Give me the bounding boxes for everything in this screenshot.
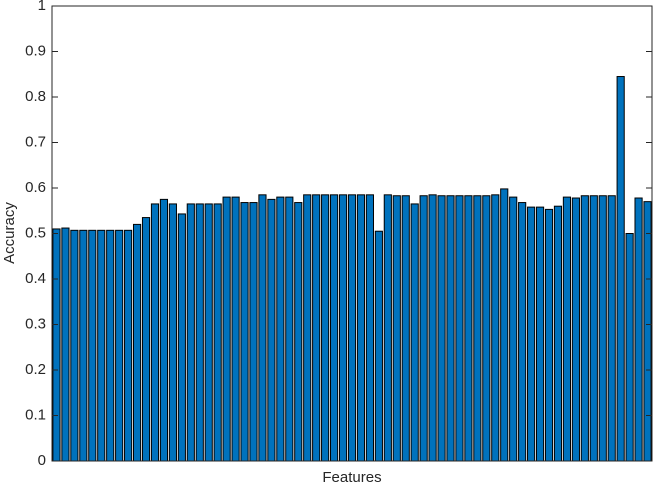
bar bbox=[303, 194, 312, 462]
bar bbox=[500, 188, 509, 462]
bar bbox=[213, 203, 222, 462]
y-tick-label: 0.9 bbox=[25, 42, 46, 59]
bar bbox=[455, 195, 464, 462]
y-axis-label: Accuracy bbox=[1, 202, 18, 264]
bar bbox=[634, 197, 643, 462]
bar bbox=[141, 217, 151, 462]
bar bbox=[204, 203, 213, 462]
bar bbox=[168, 203, 177, 462]
bar bbox=[527, 206, 536, 462]
bar bbox=[482, 195, 491, 462]
y-tick-label: 0.1 bbox=[25, 406, 46, 423]
y-tick-label: 0.3 bbox=[25, 315, 46, 332]
bar bbox=[491, 194, 500, 462]
bar bbox=[535, 206, 545, 462]
y-tick-label: 0.5 bbox=[25, 224, 46, 241]
bar bbox=[607, 195, 616, 462]
bar bbox=[643, 201, 652, 462]
bar bbox=[177, 213, 186, 462]
bar bbox=[473, 195, 482, 462]
bar bbox=[410, 203, 419, 462]
bar bbox=[553, 205, 563, 462]
bar bbox=[428, 194, 437, 462]
bar bbox=[571, 197, 580, 462]
bar bbox=[159, 198, 169, 462]
bar bbox=[88, 229, 97, 462]
bar bbox=[186, 203, 195, 462]
bar bbox=[240, 202, 249, 462]
bar bbox=[419, 195, 428, 462]
bar bbox=[365, 194, 374, 462]
bar bbox=[52, 228, 61, 462]
bar bbox=[70, 229, 79, 462]
bar bbox=[562, 196, 572, 462]
y-tick-label: 0 bbox=[38, 452, 46, 469]
bar bbox=[338, 194, 348, 462]
bar bbox=[132, 223, 142, 462]
bar bbox=[321, 194, 330, 462]
y-tick-label: 0.8 bbox=[25, 88, 46, 105]
y-tick-label: 1 bbox=[38, 0, 46, 14]
bar bbox=[106, 229, 115, 462]
bar bbox=[249, 202, 258, 462]
bar bbox=[446, 195, 455, 462]
bar bbox=[312, 194, 321, 462]
bar bbox=[518, 202, 527, 462]
bar bbox=[392, 195, 401, 462]
bar bbox=[294, 202, 303, 462]
bar bbox=[195, 203, 204, 462]
bar bbox=[464, 195, 473, 462]
y-tick-label: 0.7 bbox=[25, 133, 46, 150]
bar bbox=[124, 229, 133, 462]
bar bbox=[115, 229, 124, 462]
bar bbox=[231, 196, 240, 462]
x-axis-label: Features bbox=[322, 469, 381, 486]
bar bbox=[580, 195, 589, 462]
bar bbox=[625, 233, 634, 462]
y-tick-label: 0.4 bbox=[25, 270, 46, 287]
bar bbox=[150, 203, 160, 462]
bar bbox=[79, 229, 88, 462]
bar bbox=[61, 227, 70, 462]
bar bbox=[598, 195, 607, 462]
bar bbox=[401, 195, 410, 462]
bar bbox=[374, 230, 383, 462]
bar bbox=[589, 195, 598, 462]
bar bbox=[383, 194, 392, 462]
bar bbox=[285, 196, 294, 462]
bar bbox=[544, 208, 554, 462]
bar bbox=[97, 229, 106, 462]
y-tick-label: 0.2 bbox=[25, 361, 46, 378]
bar bbox=[330, 194, 339, 462]
bar bbox=[258, 194, 267, 462]
bar bbox=[222, 196, 231, 462]
bar bbox=[276, 196, 285, 462]
bar bbox=[356, 194, 366, 462]
bar bbox=[347, 194, 357, 462]
y-tick-label: 0.6 bbox=[25, 179, 46, 196]
bar bbox=[509, 196, 518, 462]
bar bbox=[267, 198, 276, 462]
bar bbox=[437, 195, 446, 462]
bar bbox=[616, 76, 625, 462]
